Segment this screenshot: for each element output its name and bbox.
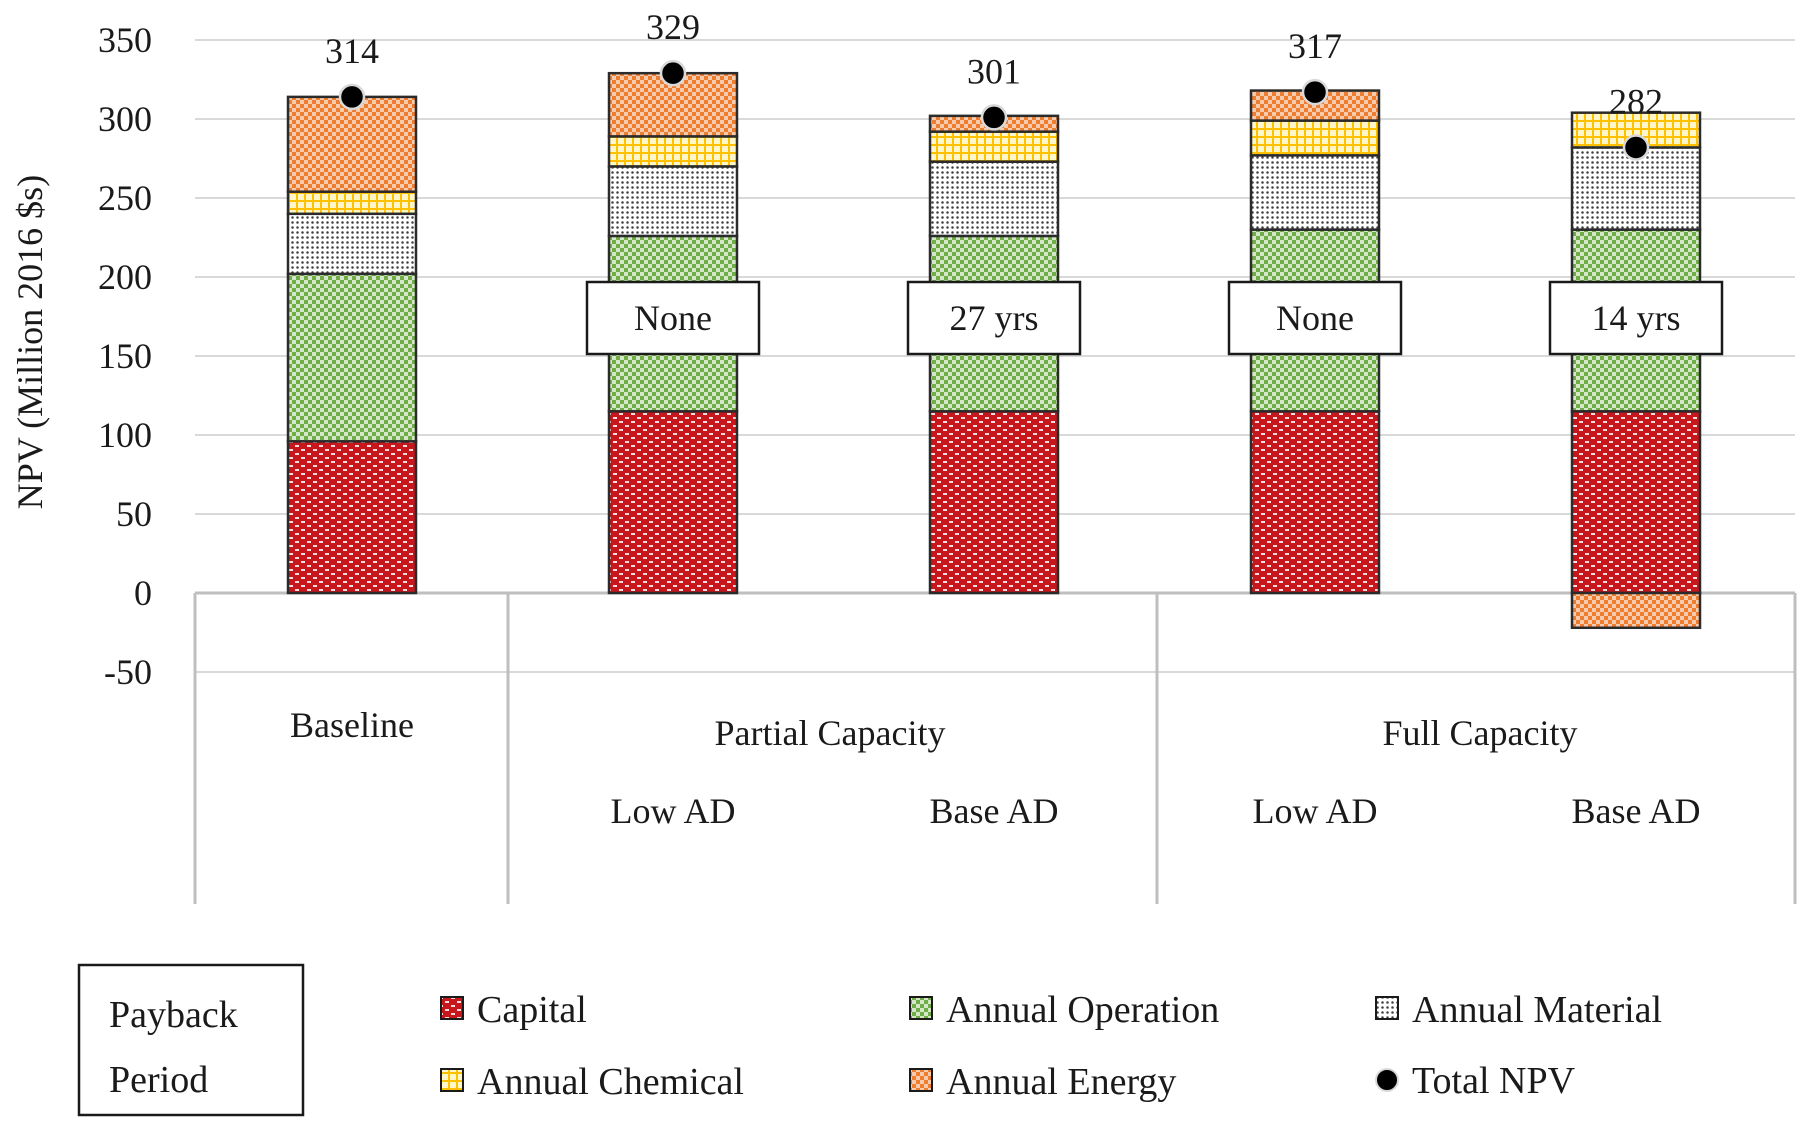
legend-payback-label: Payback xyxy=(109,994,238,1036)
category-group-label: Full Capacity xyxy=(1383,713,1578,753)
payback-label: 14 yrs xyxy=(1592,298,1681,338)
legend-annual-energy-label: Annual Energy xyxy=(946,1061,1176,1103)
y-tick-label: 300 xyxy=(98,99,152,139)
legend: Payback Period Capital Annual Operation Annu… xyxy=(77,963,1662,1117)
payback-box xyxy=(585,280,761,356)
y-tick-label: -50 xyxy=(104,652,152,692)
y-axis-title: NPV (Million 2016 $s) xyxy=(10,175,50,509)
legend-total-npv-label: Total NPV xyxy=(1412,1060,1576,1102)
total-npv-marker xyxy=(980,104,1008,131)
total-npv-marker xyxy=(1622,134,1650,161)
y-tick-label: 250 xyxy=(98,178,152,218)
category-label: Low AD xyxy=(611,791,736,831)
total-npv-marker xyxy=(659,59,687,87)
payback-label: None xyxy=(1276,298,1354,338)
bar-segment xyxy=(1570,410,1702,595)
payback-box xyxy=(1548,280,1724,356)
y-tick-label: 100 xyxy=(98,415,152,455)
y-axis: 350 300 250 200 150 100 50 0 -50 NPV (Million 201… xyxy=(10,20,1795,692)
legend-annual-energy-swatch xyxy=(909,1068,933,1092)
legend-total-npv-marker xyxy=(1375,1068,1399,1092)
legend-payback-label: Period xyxy=(109,1059,208,1101)
y-tick-label: 0 xyxy=(134,573,152,613)
legend-annual-material-swatch xyxy=(1375,996,1399,1020)
legend-annual-operation-label: Annual Operation xyxy=(946,989,1219,1031)
bar-segment xyxy=(286,272,418,443)
legend-payback-box xyxy=(77,963,305,1117)
category-label: Base AD xyxy=(1572,791,1701,831)
payback-label: None xyxy=(634,298,712,338)
total-npv-marker xyxy=(1301,78,1329,106)
legend-capital-swatch xyxy=(440,996,464,1020)
category-group-label: Baseline xyxy=(290,705,414,745)
bar-segment xyxy=(286,190,418,216)
bar-segment xyxy=(928,410,1060,595)
total-npv-label: 314 xyxy=(325,31,379,71)
category-label: Low AD xyxy=(1253,791,1378,831)
bar-segment xyxy=(286,212,418,276)
total-npv-label: 282 xyxy=(1609,81,1663,121)
bar-segment xyxy=(928,160,1060,238)
x-category-axis: Baseline Partial Capacity Full CapacityLow… xyxy=(193,593,1797,904)
bar-segment xyxy=(1249,119,1381,157)
y-tick-label: 150 xyxy=(98,336,152,376)
legend-annual-operation-swatch xyxy=(909,996,933,1020)
bars xyxy=(286,71,1702,630)
bar-segment xyxy=(1249,154,1381,231)
bar-segment xyxy=(607,165,739,238)
total-npv-label: 317 xyxy=(1288,26,1342,66)
y-tick-label: 50 xyxy=(116,494,152,534)
total-npv-marker xyxy=(338,83,366,111)
payback-label: 27 yrs xyxy=(950,298,1039,338)
payback-box xyxy=(1227,280,1403,356)
bar-segment xyxy=(1249,410,1381,595)
total-npv-label: 301 xyxy=(967,51,1021,91)
legend-capital-label: Capital xyxy=(477,989,587,1031)
bar-segment xyxy=(286,440,418,595)
payback-box xyxy=(906,280,1082,356)
y-tick-label: 350 xyxy=(98,20,152,60)
bar-segment xyxy=(1570,146,1702,231)
bar-segment xyxy=(607,410,739,595)
bar-segment xyxy=(607,135,739,168)
legend-annual-material-label: Annual Material xyxy=(1412,989,1662,1031)
bar-segment xyxy=(928,130,1060,163)
category-group-label: Partial Capacity xyxy=(715,713,946,753)
category-label: Base AD xyxy=(930,791,1059,831)
y-tick-label: 200 xyxy=(98,257,152,297)
legend-annual-chemical-swatch xyxy=(440,1068,464,1092)
legend-annual-chemical-label: Annual Chemical xyxy=(477,1061,744,1103)
total-npv-label: 329 xyxy=(646,7,700,47)
bar-segment xyxy=(1570,591,1702,630)
annotations: None 27 yrs None 14 yrs 314 329 301 317 282 xyxy=(325,7,1724,356)
bar-segment xyxy=(286,95,418,193)
